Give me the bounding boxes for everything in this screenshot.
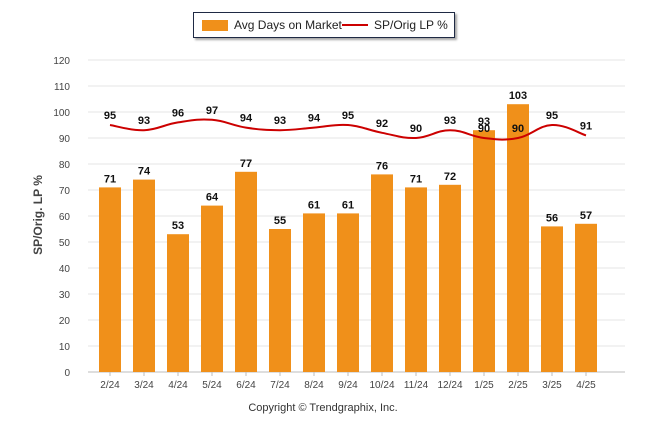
bar-value-label: 93 (478, 116, 490, 128)
x-tick-label: 3/25 (542, 380, 562, 391)
bar[interactable] (201, 205, 223, 372)
legend-item-line[interactable]: SP/Orig LP % (342, 17, 448, 33)
line-value-label: 94 (240, 113, 253, 125)
y-tick-label: 100 (53, 108, 70, 119)
bar[interactable] (99, 187, 121, 372)
bar[interactable] (507, 104, 529, 372)
line-value-label: 95 (342, 110, 354, 122)
x-tick-label: 2/25 (508, 380, 528, 391)
line-value-label: 95 (104, 110, 116, 122)
y-tick-label: 110 (54, 82, 70, 93)
line-value-label: 96 (172, 107, 184, 119)
bar-value-label: 103 (509, 90, 527, 102)
bar[interactable] (473, 130, 495, 372)
line-value-label: 93 (444, 115, 456, 127)
line-series (109, 118, 587, 141)
x-tick-label: 5/24 (202, 380, 222, 391)
bar-value-label: 76 (376, 160, 388, 172)
bar[interactable] (405, 187, 427, 372)
bar[interactable] (235, 171, 257, 372)
legend-bar-swatch (202, 19, 228, 31)
y-tick-label: 20 (59, 316, 71, 327)
line-value-label: 92 (376, 118, 388, 130)
bar[interactable] (269, 229, 291, 372)
line-value-label: 90 (410, 123, 422, 135)
y-tick-label: 40 (59, 264, 71, 275)
x-tick-label: 10/24 (369, 380, 394, 391)
y-tick-label: 60 (59, 212, 71, 223)
bar-series (99, 104, 597, 372)
bar-value-label: 74 (138, 166, 151, 178)
x-tick-label: 2/24 (100, 380, 120, 391)
bar[interactable] (337, 213, 359, 372)
x-tick-label: 4/24 (168, 380, 188, 391)
legend-line-swatch (342, 24, 368, 26)
x-tick-label: 11/24 (404, 380, 429, 391)
x-tick-label: 12/24 (437, 380, 462, 391)
line-value-label: 95 (546, 110, 558, 122)
bar-value-label: 57 (580, 210, 592, 222)
data-labels: 71 74 53 64 77 55 61 61 76 71 72 93 103 56 57 95 93 96 97 9… (104, 90, 592, 232)
bar[interactable] (303, 213, 325, 372)
legend-item-bar[interactable]: Avg Days on Market (202, 17, 342, 33)
line-value-label: 94 (308, 113, 321, 125)
y-tick-label: 30 (59, 290, 71, 301)
bar-value-label: 77 (240, 158, 252, 170)
bar[interactable] (541, 226, 563, 372)
line-path[interactable] (109, 118, 587, 141)
y-tick-label: 80 (59, 160, 71, 171)
x-tick-label: 6/24 (236, 380, 256, 391)
bar-value-label: 55 (274, 215, 286, 227)
y-axis-label: SP/Orig. LP % (31, 175, 45, 255)
bar-value-label: 64 (206, 192, 219, 204)
line-value-label: 90 (478, 123, 490, 135)
line-value-label: 97 (206, 105, 218, 117)
copyright-text: Copyright © Trendgraphix, Inc. (248, 402, 398, 414)
y-tick-label: 90 (59, 134, 71, 145)
x-tick-label: 7/24 (270, 380, 290, 391)
line-value-label: 93 (138, 115, 150, 127)
bar-value-label: 61 (308, 199, 320, 211)
bar[interactable] (575, 223, 597, 372)
legend-line-label: SP/Orig LP % (374, 18, 448, 32)
line-value-label: 91 (580, 120, 592, 132)
line-value-label: 90 (512, 123, 524, 135)
y-axis-ticks: 0 10 20 30 40 50 60 70 80 90 100 110 120 (53, 56, 70, 379)
y-tick-label: 50 (59, 238, 71, 249)
line-value-label: 93 (274, 115, 286, 127)
x-tick-label: 8/24 (304, 380, 324, 391)
x-axis-ticks: 2/24 3/24 4/24 5/24 6/24 7/24 8/24 9/24 10/24 11/… (100, 372, 596, 391)
bar[interactable] (439, 184, 461, 372)
bar-value-label: 56 (546, 212, 558, 224)
bar-value-label: 53 (172, 220, 184, 232)
y-tick-label: 120 (53, 56, 70, 67)
y-tick-label: 10 (59, 342, 71, 353)
legend: Avg Days on Market SP/Orig LP % (193, 12, 455, 38)
bar[interactable] (167, 234, 189, 372)
y-tick-label: 0 (64, 368, 70, 379)
x-tick-label: 1/25 (474, 380, 494, 391)
y-tick-label: 70 (59, 186, 71, 197)
bar-value-label: 71 (104, 173, 116, 185)
legend-bar-label: Avg Days on Market (234, 18, 342, 32)
bar[interactable] (133, 179, 155, 372)
x-tick-label: 3/24 (134, 380, 154, 391)
x-tick-label: 4/25 (576, 380, 596, 391)
x-tick-label: 9/24 (338, 380, 358, 391)
bar[interactable] (371, 174, 393, 372)
bar-value-label: 61 (342, 199, 354, 211)
bar-value-label: 72 (444, 171, 456, 183)
bar-value-label: 71 (410, 173, 422, 185)
